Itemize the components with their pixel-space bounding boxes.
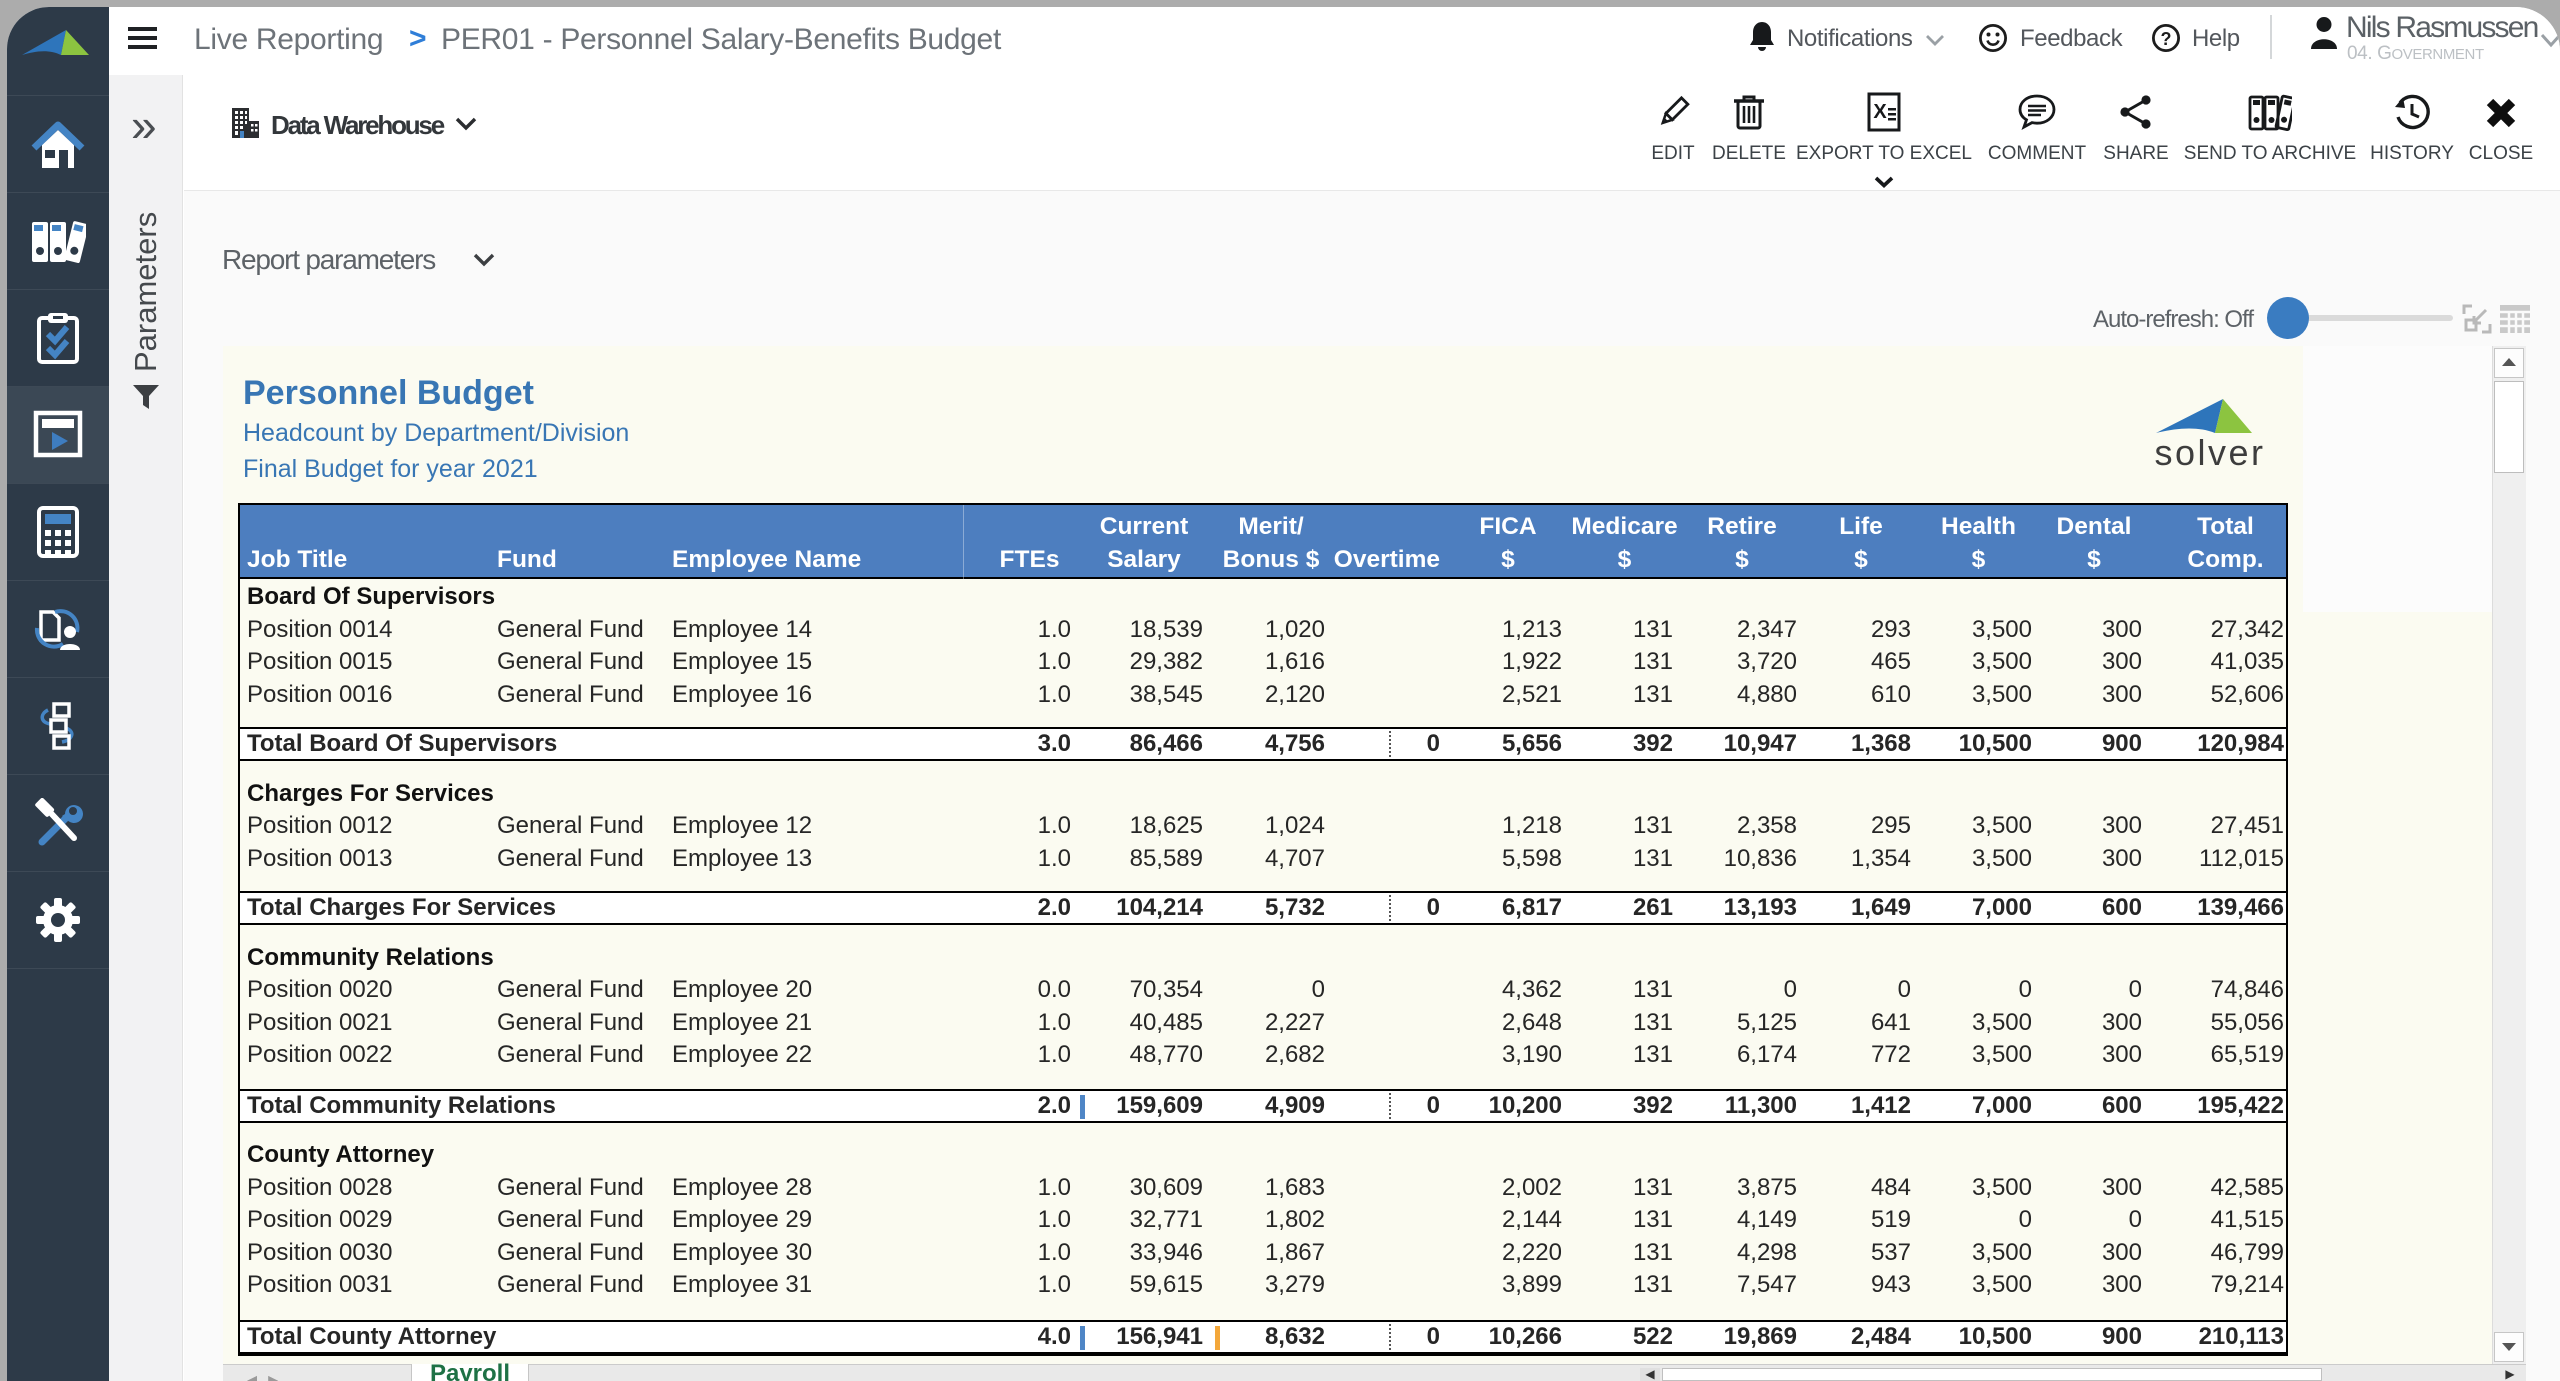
svg-text:solver: solver — [2154, 432, 2265, 472]
svg-text:?: ? — [2161, 29, 2172, 49]
svg-text:X: X — [1873, 101, 1887, 123]
